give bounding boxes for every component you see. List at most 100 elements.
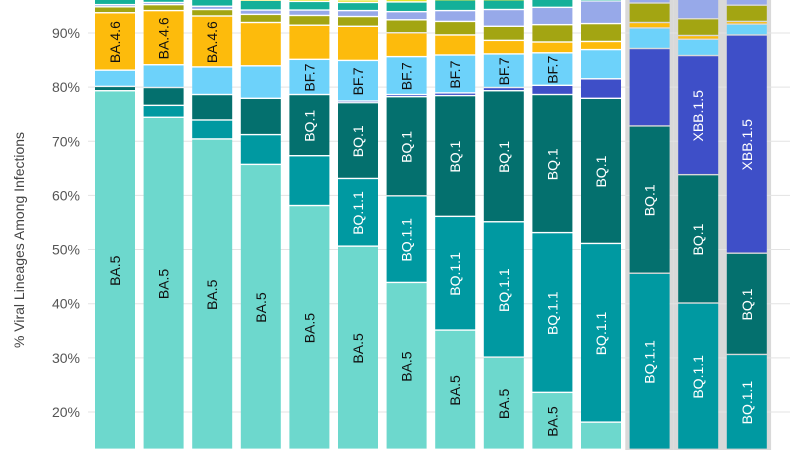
bar-segment-bq-1 [581, 99, 621, 243]
segment-label: BA.5 [544, 406, 560, 437]
segment-label: BA.5 [156, 269, 172, 300]
bar-segment-ba-4-6 [581, 42, 621, 49]
bar-segment-ba-2-75 [386, 2, 427, 11]
bar-segment-bq-1 [240, 99, 281, 134]
bar-segment-ba-2-75 [289, 2, 330, 10]
bar-segment-other-ba-2 [95, 5, 135, 7]
bar-segment-ba-4-6 [95, 13, 135, 70]
bar-segment-other-ba-2 [386, 12, 427, 20]
segment-label: BQ.1.1 [496, 268, 512, 312]
segment-label: BA.4.6 [107, 21, 123, 63]
bar-segment-bq-1-1 [386, 196, 427, 282]
segment-label: BQ.1.1 [399, 218, 415, 262]
bar-segment-ba-4-6 [435, 35, 476, 55]
bar-segment-minor-lineage [386, 0, 427, 2]
bar-segment-bq-1 [95, 87, 135, 91]
bar-segment-bq-1-1 [143, 106, 184, 117]
bar-segment-bq-1 [726, 253, 767, 354]
bar-segment-other-omicron [581, 24, 621, 41]
bar-segment-ba-4-6 [338, 26, 378, 60]
bar-segment-other-ba-2 [581, 1, 621, 23]
bar-segment-xbb-1-5 [581, 79, 621, 98]
segment-label: BA.5 [204, 279, 220, 310]
bar-segment-ba-5 [240, 165, 281, 449]
bar-segment-other-ba-2 [678, 0, 719, 19]
bar-segment-other-ba-2 [629, 0, 670, 3]
bar-segment-bq-1 [386, 97, 427, 196]
bar-segment-ba-5 [289, 206, 330, 449]
bar-segment-ba-2-75 [95, 0, 135, 4]
bar-segment-bf-7 [289, 60, 330, 94]
bar-segment-other-omicron [678, 19, 719, 35]
segment-label: BA.4.6 [156, 17, 172, 59]
bar-segment-other-omicron [726, 5, 767, 21]
bar-segment-other-ba-2 [726, 0, 767, 5]
segment-label: BQ.1 [301, 110, 317, 142]
bar-segment-ba-2-75 [338, 3, 378, 10]
segment-label: XBB.1.5 [739, 119, 755, 171]
segment-label: BF.7 [447, 60, 463, 88]
y-tick-label: 60% [52, 187, 80, 203]
bar-segment-ba-4-6 [386, 33, 427, 56]
bar-segment-other-omicron [143, 5, 184, 10]
bar-segment-ba-4-6 [678, 36, 719, 39]
bar-segment-other-ba-2 [483, 10, 524, 26]
segment-label: BQ.1 [690, 223, 706, 255]
bar-segment-xbb-1-5 [435, 93, 476, 95]
bar-segment-other-omicron [240, 15, 281, 22]
bar-segment-bf-7 [386, 57, 427, 94]
y-tick-label: 90% [52, 25, 80, 41]
bar-segment-other-ba-2 [192, 6, 233, 9]
segment-label: BA.5 [496, 389, 512, 420]
bar-segment-bf-7 [95, 70, 135, 86]
segment-label: BQ.1 [496, 141, 512, 173]
bar-segment-xbb-1-5 [678, 56, 719, 174]
bar-segment-xbb-1-5 [629, 49, 670, 126]
bar-segment-ba-4-6 [289, 25, 330, 59]
bar-segment-bq-1-1 [678, 303, 719, 449]
y-tick-label: 30% [52, 350, 80, 366]
bar-segment-other-omicron [386, 20, 427, 33]
bar-segment-ba-2-75 [435, 0, 476, 10]
bar-segment-ba-5 [435, 330, 476, 449]
segment-label: BA.5 [253, 292, 269, 323]
bar-segment-bq-1-1 [532, 233, 573, 392]
bar-segment-ba-5 [386, 283, 427, 449]
bar-segment-bq-1-1 [338, 179, 378, 246]
bar-segment-other-ba-2 [289, 10, 330, 15]
bar-segment-bq-1-1 [581, 244, 621, 422]
bar-segment-bq-1-1 [240, 135, 281, 164]
segment-label: BF.7 [350, 67, 366, 95]
bar-segment-bq-1 [289, 95, 330, 156]
bar-segment-other-omicron [629, 3, 670, 22]
bar-segment-other-ba-2 [143, 3, 184, 4]
bar-segment-ba-4-6 [240, 23, 281, 66]
segment-label: BQ.1 [544, 148, 560, 180]
bar-segment-bf-7 [435, 55, 476, 93]
y-tick-label: 80% [52, 79, 80, 95]
segment-label: BQ.1 [739, 288, 755, 320]
bar-segment-minor-lineage [289, 0, 330, 1]
bar-segment-bf-7 [240, 66, 281, 98]
bar-segment-ba-5 [532, 393, 573, 449]
bar-segment-ba-4-6 [726, 22, 767, 24]
bar-segment-other-omicron [483, 26, 524, 40]
segment-label: BF.7 [496, 57, 512, 85]
y-tick-label: 50% [52, 242, 80, 258]
bar-segment-bf-7 [726, 24, 767, 35]
bar-segment-xbb-1-5 [483, 88, 524, 91]
bar-segment-ba-4-6 [192, 16, 233, 67]
bar-segment-ba-4-6 [483, 41, 524, 54]
bar-segment-other-omicron [95, 7, 135, 13]
bar-segment-other-omicron [338, 17, 378, 26]
bar-segment-ba-5 [95, 91, 135, 449]
bar-segment-bf-7 [581, 50, 621, 79]
bar-segment-ba-4-6 [532, 42, 573, 53]
bar-segment-other-ba-2 [338, 11, 378, 16]
segment-label: BQ.1.1 [642, 340, 658, 384]
segment-label: BQ.1 [642, 184, 658, 216]
bar-segment-bf-7 [532, 53, 573, 85]
bar-segment-ba-5 [483, 357, 524, 449]
bar-segment-other-omicron [532, 25, 573, 42]
